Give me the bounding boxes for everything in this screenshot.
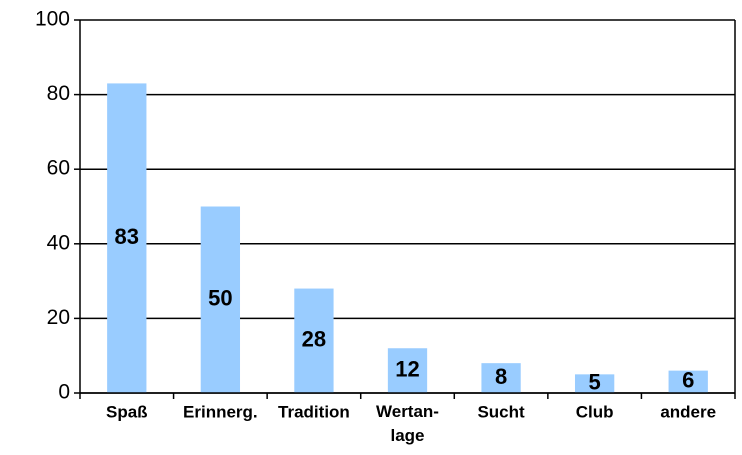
bar [668,370,708,393]
y-tick-label: 60 [47,157,70,180]
data-label: 6 [682,368,694,393]
bar [200,206,241,393]
data-label: 83 [115,224,139,249]
bar [574,374,615,393]
bar [294,288,334,393]
x-tick-label: Sucht [477,402,525,421]
data-label: 28 [302,327,326,352]
bar [107,83,147,393]
y-tick-label: 0 [58,381,70,404]
x-tick-label: Erinnerg. [183,402,258,421]
y-tick-label: 20 [47,306,70,329]
data-label: 12 [395,356,419,381]
data-label: 8 [495,364,507,389]
y-tick-label: 100 [35,8,70,31]
x-tick-label: Club [576,402,614,421]
data-label: 50 [208,286,232,311]
x-tick-label: Tradition [278,402,350,421]
data-label: 5 [589,369,601,394]
bar [481,363,521,393]
y-tick-label: 40 [47,231,70,254]
y-tick-label: 80 [47,82,70,105]
bar [387,348,428,393]
x-tick-label: Spaß [106,402,148,421]
x-tick-label: Wertan-lage [376,402,439,445]
x-tick-label: andere [660,402,716,421]
